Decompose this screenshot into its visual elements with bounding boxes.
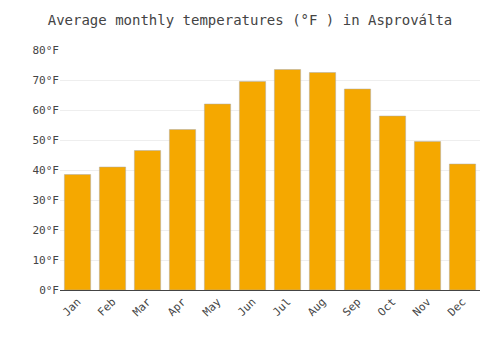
svg-text:Mar: Mar	[130, 295, 154, 319]
svg-text:Apr: Apr	[165, 295, 189, 319]
svg-text:50°F: 50°F	[33, 134, 60, 147]
svg-text:Nov: Nov	[410, 295, 434, 319]
svg-text:0°F: 0°F	[39, 284, 59, 297]
svg-text:Aug: Aug	[305, 296, 328, 319]
svg-text:Dec: Dec	[445, 296, 468, 319]
svg-text:Jan: Jan	[60, 296, 83, 319]
svg-text:60°F: 60°F	[33, 104, 60, 117]
svg-text:10°F: 10°F	[33, 254, 60, 267]
svg-text:Jul: Jul	[270, 296, 293, 319]
svg-text:Average monthly temperatures (: Average monthly temperatures (°F ) in As…	[48, 12, 453, 28]
svg-text:Feb: Feb	[95, 296, 118, 319]
svg-text:30°F: 30°F	[33, 194, 60, 207]
svg-text:20°F: 20°F	[33, 224, 60, 237]
svg-text:70°F: 70°F	[33, 74, 60, 87]
svg-text:Oct: Oct	[375, 296, 398, 319]
svg-text:Jun: Jun	[235, 296, 258, 319]
svg-text:Sep: Sep	[340, 296, 363, 319]
svg-text:40°F: 40°F	[33, 164, 60, 177]
svg-text:May: May	[200, 295, 224, 319]
svg-text:80°F: 80°F	[33, 44, 60, 57]
